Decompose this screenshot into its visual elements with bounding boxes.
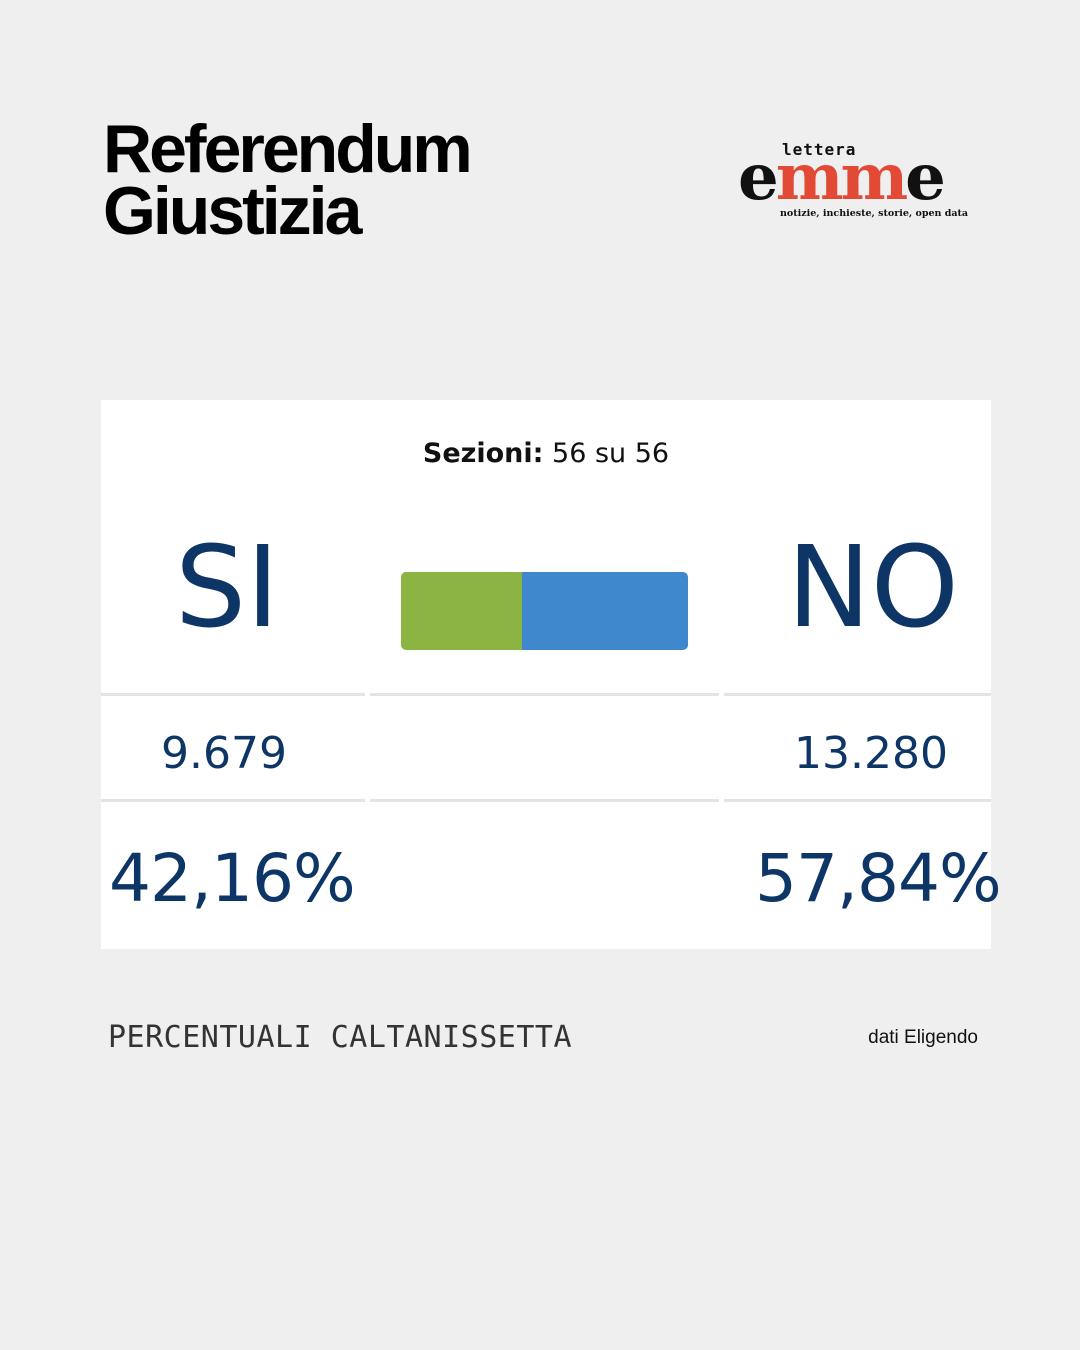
logo-tagline: notizie, inchieste, storie, open data bbox=[780, 208, 969, 219]
logo-wordmark-e1: e bbox=[738, 140, 779, 215]
divider bbox=[370, 799, 719, 802]
sezioni-counter: Sezioni: 56 su 56 bbox=[101, 438, 991, 469]
no-percent: 57,84% bbox=[755, 840, 1002, 917]
logo-small-text: lettera bbox=[782, 140, 857, 159]
sezioni-label: Sezioni: bbox=[422, 438, 544, 469]
bar-segment-no bbox=[521, 572, 688, 650]
bar-segment-si bbox=[401, 572, 522, 650]
divider bbox=[724, 693, 991, 696]
results-bar bbox=[401, 572, 688, 650]
page-title: Referendum Giustizia bbox=[103, 111, 473, 249]
sezioni-value: 56 su 56 bbox=[552, 438, 670, 469]
divider bbox=[101, 799, 365, 802]
si-label: SI bbox=[175, 523, 280, 653]
no-label: NO bbox=[787, 523, 959, 653]
no-votes: 13.280 bbox=[794, 728, 948, 779]
logo-wordmark-mm: mm bbox=[775, 140, 908, 215]
divider bbox=[370, 693, 719, 696]
title-line-1: Referendum bbox=[103, 111, 473, 187]
footer-caption: PERCENTUALI CALTANISSETTA bbox=[108, 1020, 573, 1055]
logo-wordmark-e2: e bbox=[905, 140, 946, 215]
data-source: dati Eligendo bbox=[868, 1027, 978, 1048]
logo-wordmark: emme bbox=[738, 146, 946, 210]
si-votes: 9.679 bbox=[161, 728, 287, 779]
title-line-2: Giustizia bbox=[103, 173, 362, 249]
results-card: Sezioni: 56 su 56 SI NO 9.679 13.280 42,… bbox=[101, 400, 1002, 949]
lettera-emme-logo: lettera emme notizie, inchieste, storie,… bbox=[738, 140, 978, 224]
divider bbox=[101, 693, 365, 696]
divider bbox=[724, 799, 991, 802]
si-percent: 42,16% bbox=[109, 840, 356, 917]
